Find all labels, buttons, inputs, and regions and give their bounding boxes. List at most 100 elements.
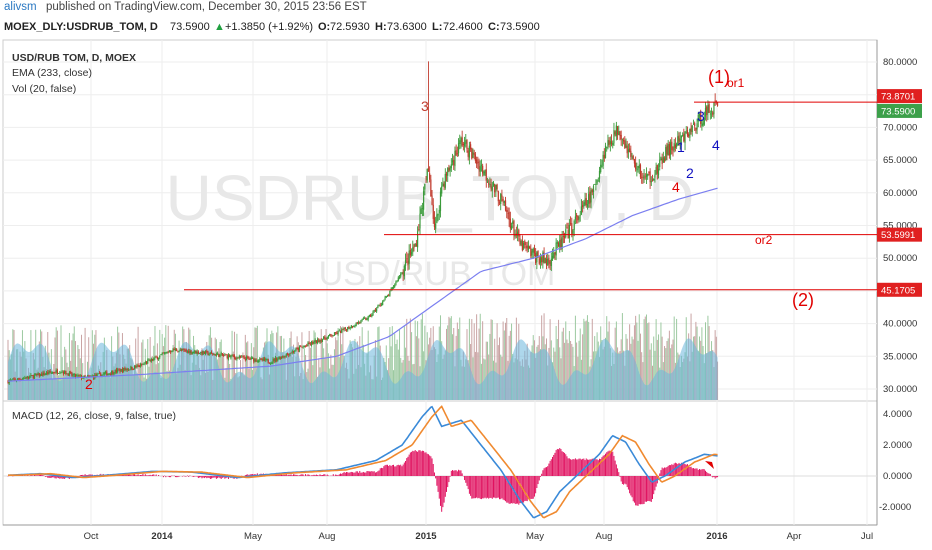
candle-body <box>485 169 487 181</box>
candle-body <box>242 356 244 358</box>
candle-body <box>688 134 690 137</box>
candle-body <box>588 193 590 204</box>
macd-legend[interactable]: MACD (12, 26, close, 9, false, true) <box>12 410 176 422</box>
candle-body <box>423 191 425 210</box>
candle-body <box>347 327 349 331</box>
time-tick-label: May <box>526 531 544 542</box>
candle-body <box>147 360 149 364</box>
candle-body <box>586 204 589 207</box>
candle-body <box>466 140 468 150</box>
ema-legend[interactable]: EMA (233, close) <box>12 67 92 79</box>
candle-body <box>160 354 162 356</box>
author-name[interactable]: alivsm <box>4 1 37 13</box>
candle-body <box>267 359 269 363</box>
candle-body <box>204 351 207 355</box>
candle-body <box>520 240 522 245</box>
candle-body <box>355 322 357 327</box>
candle-body <box>243 356 245 359</box>
candle-body <box>254 359 256 363</box>
candle-body <box>547 258 549 265</box>
price-tag <box>877 282 922 297</box>
candle-body <box>501 195 503 197</box>
candle-body <box>398 276 401 278</box>
candle-body <box>250 357 252 360</box>
candle-body <box>276 358 278 361</box>
candle-body <box>644 176 646 178</box>
time-tick-label: Aug <box>319 531 336 542</box>
candle-body <box>448 167 450 171</box>
candle-body <box>345 329 348 331</box>
candle-body <box>467 150 469 157</box>
candle-body <box>59 372 61 374</box>
annotation-or2: or2 <box>755 233 773 247</box>
candle-body <box>680 135 683 138</box>
candle-body <box>589 191 591 204</box>
candle-body <box>574 216 577 220</box>
candle-body <box>695 127 697 131</box>
candle-body <box>66 373 68 375</box>
candle-body <box>235 357 237 360</box>
price-tag-label: 73.8701 <box>881 92 915 103</box>
candle-body <box>469 144 472 150</box>
candle-body <box>263 358 266 361</box>
time-tick-label: Oct <box>84 531 99 542</box>
candle-body <box>549 261 551 265</box>
candle-body <box>583 202 585 207</box>
candle-body <box>7 380 9 384</box>
candle-body <box>54 372 56 374</box>
candle-body <box>162 352 165 354</box>
candle-body <box>523 242 525 249</box>
candle-body <box>494 184 496 193</box>
candle-body <box>88 375 90 377</box>
candle-body <box>360 320 362 324</box>
candle-body <box>418 229 420 231</box>
candle-body <box>538 258 540 264</box>
candle-body <box>684 132 686 143</box>
time-tick-label: May <box>244 531 262 542</box>
candle-body <box>421 208 424 209</box>
candle-body <box>672 150 674 151</box>
volume-legend[interactable]: Vol (20, false) <box>12 83 76 95</box>
candle-body <box>127 369 130 371</box>
candle-body <box>80 375 83 379</box>
candle-body <box>420 208 422 215</box>
candle-body <box>27 376 30 378</box>
candle-body <box>26 376 28 379</box>
candle-body <box>614 131 616 135</box>
symbol-name[interactable]: MOEX_DLY:USDRUB_TOM, D <box>4 21 158 33</box>
candle-body <box>412 247 414 253</box>
candle-body <box>443 184 445 187</box>
candle-body <box>167 351 169 353</box>
candle-body <box>109 374 111 375</box>
candle-body <box>444 173 446 188</box>
candle-body <box>454 150 456 167</box>
candle-body <box>406 258 408 260</box>
candle-body <box>298 346 301 351</box>
candle-body <box>55 370 57 373</box>
candle-body <box>265 359 267 361</box>
candle-body <box>654 174 656 178</box>
candle-body <box>435 223 437 229</box>
candle-body <box>513 220 515 236</box>
candle-body <box>114 370 116 374</box>
candle-body <box>321 339 324 342</box>
candle-body <box>655 167 657 175</box>
time-tick-label: Aug <box>596 531 613 542</box>
candle-body <box>700 111 702 124</box>
candle-body <box>518 229 520 237</box>
candle-body <box>206 350 208 352</box>
candle-body <box>580 206 583 215</box>
candle-body <box>67 373 69 376</box>
candle-body <box>315 340 317 343</box>
candle-body <box>36 373 38 375</box>
candle-body <box>425 181 427 183</box>
candle-body <box>136 365 138 368</box>
candle-body <box>633 159 636 164</box>
candle-body <box>356 322 358 324</box>
candle-body <box>479 166 481 172</box>
candle-body <box>97 373 99 375</box>
candle-body <box>585 198 587 206</box>
candle-body <box>571 223 573 234</box>
candle-body <box>490 184 492 189</box>
